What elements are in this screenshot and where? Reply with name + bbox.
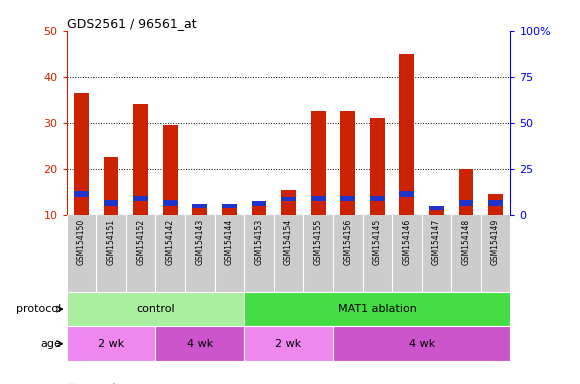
Text: MAT1 ablation: MAT1 ablation	[338, 304, 416, 314]
Bar	[155, 326, 244, 361]
Text: GSM154152: GSM154152	[136, 219, 145, 265]
Text: GSM154149: GSM154149	[491, 219, 500, 265]
Text: age: age	[40, 339, 61, 349]
Text: count: count	[87, 383, 117, 384]
Text: GSM154144: GSM154144	[225, 219, 234, 265]
Text: GSM154155: GSM154155	[314, 219, 322, 265]
Text: ■: ■	[67, 383, 77, 384]
Bar	[67, 292, 244, 326]
Bar	[163, 200, 177, 206]
Bar	[193, 204, 207, 208]
Bar	[459, 169, 473, 215]
Bar	[333, 326, 510, 361]
Text: GSM154156: GSM154156	[343, 219, 352, 265]
Bar	[370, 118, 385, 215]
Bar	[104, 200, 118, 206]
Text: GSM154148: GSM154148	[462, 219, 470, 265]
Text: GSM154143: GSM154143	[195, 219, 204, 265]
Text: GDS2561 / 96561_at: GDS2561 / 96561_at	[67, 17, 196, 30]
Text: GSM154147: GSM154147	[432, 219, 441, 265]
Text: control: control	[136, 304, 175, 314]
Bar	[429, 210, 444, 215]
Bar	[488, 194, 503, 215]
Bar	[104, 157, 118, 215]
Bar	[400, 54, 414, 215]
Bar	[340, 111, 355, 215]
Bar	[400, 191, 414, 197]
Text: GSM154154: GSM154154	[284, 219, 293, 265]
Bar	[163, 125, 177, 215]
Bar	[488, 200, 503, 206]
Text: GSM154153: GSM154153	[255, 219, 263, 265]
Bar	[222, 208, 237, 215]
Text: 4 wk: 4 wk	[187, 339, 213, 349]
Bar	[133, 196, 148, 201]
Text: GSM154145: GSM154145	[373, 219, 382, 265]
Bar	[311, 111, 325, 215]
Bar	[74, 191, 89, 197]
Text: GSM154142: GSM154142	[166, 219, 175, 265]
Text: 2 wk: 2 wk	[276, 339, 302, 349]
Bar	[281, 190, 296, 215]
Text: protocol: protocol	[16, 304, 61, 314]
Bar	[311, 196, 325, 201]
Bar	[74, 93, 89, 215]
Bar	[252, 201, 266, 215]
Text: 2 wk: 2 wk	[98, 339, 124, 349]
Bar	[244, 326, 333, 361]
Bar	[67, 326, 155, 361]
Text: GSM154151: GSM154151	[107, 219, 115, 265]
Bar	[193, 204, 207, 215]
Bar	[370, 196, 385, 201]
Bar	[281, 197, 296, 201]
Bar	[244, 292, 510, 326]
Text: GSM154146: GSM154146	[403, 219, 411, 265]
Text: GSM154150: GSM154150	[77, 219, 86, 265]
Bar	[459, 200, 473, 206]
Bar	[429, 206, 444, 210]
Bar	[252, 201, 266, 206]
Bar	[222, 204, 237, 208]
Bar	[133, 104, 148, 215]
Text: 4 wk: 4 wk	[408, 339, 435, 349]
Bar	[340, 196, 355, 201]
